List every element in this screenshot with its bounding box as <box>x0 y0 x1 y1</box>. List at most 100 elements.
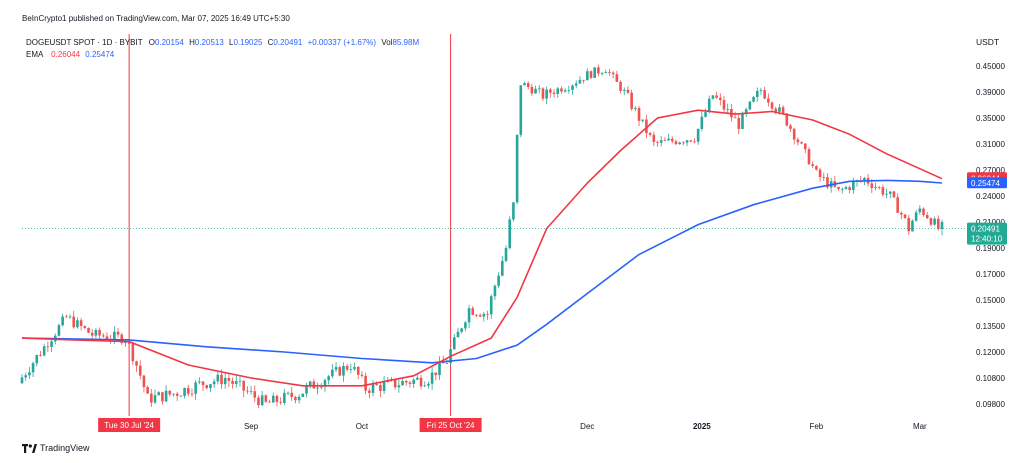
candle <box>881 184 885 197</box>
candle-body <box>744 109 748 114</box>
y-tick-label: 0.12000 <box>976 348 1005 357</box>
candle-body <box>641 119 645 121</box>
tradingview-logo[interactable]: TradingView <box>22 441 90 455</box>
candle <box>700 111 704 132</box>
candle <box>90 328 94 340</box>
candle-body <box>881 187 885 195</box>
candle <box>696 128 700 145</box>
candle-body <box>907 217 911 232</box>
candle-body <box>560 88 563 92</box>
candle <box>35 354 39 367</box>
candle-body <box>656 141 659 143</box>
candle-body <box>319 386 323 388</box>
candle-body <box>72 316 76 328</box>
candle <box>65 314 68 318</box>
candle-body <box>172 393 175 395</box>
candle <box>489 294 493 319</box>
candle-body <box>120 334 124 344</box>
candle-body <box>305 385 308 394</box>
price-tag-label: 0.25474 <box>971 179 1000 188</box>
candle-body <box>940 221 944 229</box>
candle <box>634 105 637 112</box>
candle-body <box>512 202 515 220</box>
candle-body <box>264 395 268 402</box>
candle-body <box>800 142 803 144</box>
candle-body <box>175 393 179 396</box>
candle-body <box>682 142 685 144</box>
candle-body <box>726 109 730 110</box>
candle <box>286 391 290 396</box>
candle-body <box>549 89 552 93</box>
candle <box>493 284 497 301</box>
currency-label[interactable]: USDT <box>976 37 999 47</box>
y-tick-label: 0.15000 <box>976 296 1005 305</box>
candle <box>637 106 641 127</box>
candle-body <box>900 212 903 215</box>
candle <box>789 123 792 133</box>
candle-body <box>715 95 718 98</box>
candle-body <box>290 392 294 398</box>
y-tick-label: 0.27000 <box>976 166 1005 175</box>
candle <box>807 147 811 165</box>
candle-body <box>242 380 245 391</box>
candle <box>670 136 674 144</box>
candle-body <box>35 355 39 364</box>
candle-body <box>486 313 489 315</box>
candle <box>907 215 911 235</box>
candle-body <box>563 90 567 92</box>
candle <box>597 64 600 77</box>
candle <box>260 390 264 407</box>
candle <box>94 328 98 339</box>
candle <box>826 173 829 189</box>
candle <box>456 327 460 338</box>
candle <box>512 201 515 222</box>
candle <box>101 333 105 338</box>
candle <box>711 95 715 100</box>
candle <box>619 80 622 94</box>
candle-body <box>877 187 881 188</box>
candle <box>427 381 430 389</box>
candle <box>198 377 201 385</box>
candle-body <box>578 79 582 84</box>
volume-label: Vol <box>381 38 393 47</box>
candle-body <box>227 378 231 381</box>
candle-body <box>789 125 792 129</box>
candle <box>622 87 626 96</box>
candle <box>903 214 907 220</box>
marker-date-tags: Tue 30 Jul '24 Fri 25 Oct '24 <box>98 418 482 432</box>
candle-body <box>608 72 611 73</box>
candle-body <box>678 142 681 145</box>
candle <box>574 80 578 89</box>
candle <box>79 317 83 331</box>
candle-body <box>634 108 637 109</box>
candle-body <box>888 191 892 194</box>
candle-body <box>689 140 693 142</box>
candle-body <box>138 365 142 376</box>
candle-body <box>501 260 504 276</box>
candle-body <box>719 97 722 101</box>
candle-body <box>478 315 482 317</box>
candle <box>848 185 851 194</box>
candle <box>582 79 585 84</box>
candle-body <box>101 335 105 337</box>
candle <box>752 96 755 103</box>
candle-body <box>238 380 242 382</box>
y-tick-label: 0.13500 <box>976 322 1005 331</box>
candle <box>656 140 659 147</box>
candle <box>719 93 722 106</box>
candle-body <box>475 314 478 316</box>
candle-body <box>918 208 922 213</box>
candle-body <box>552 92 556 94</box>
candle <box>530 83 534 97</box>
candle <box>138 360 142 380</box>
candle <box>556 86 560 98</box>
ema-label[interactable]: EMA <box>26 50 43 59</box>
candle <box>157 391 161 396</box>
candle-body <box>113 331 116 340</box>
candle <box>515 134 519 205</box>
ema-slow-line <box>21 179 943 364</box>
symbol-name[interactable]: DOGEUSDT SPOT · 1D · BYBIT <box>26 38 143 47</box>
candle-body <box>863 177 866 181</box>
candle <box>283 388 286 406</box>
candle-body <box>674 141 678 145</box>
